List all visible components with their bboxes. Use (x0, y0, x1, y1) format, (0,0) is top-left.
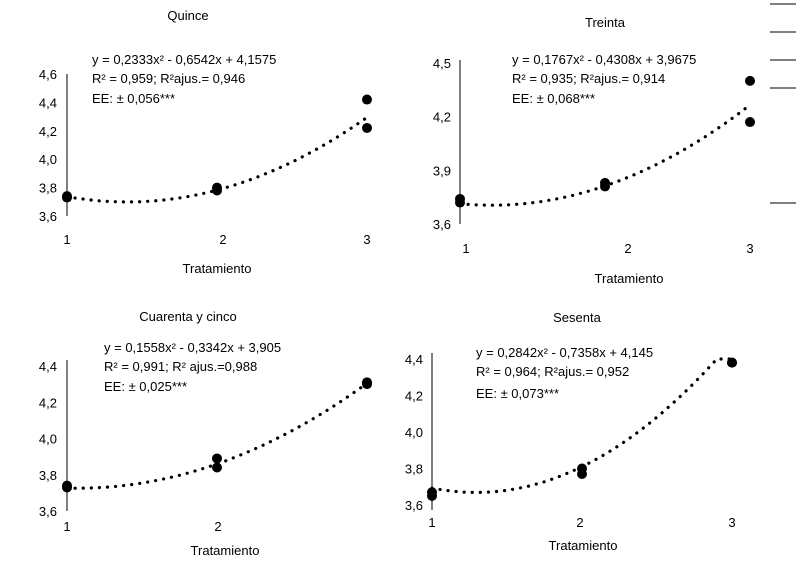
data-point (455, 197, 465, 208)
chart-sesenta: Sesenta y = 0,2842x² - 0,7358x + 4,145 R… (405, 310, 737, 553)
data-point (212, 453, 222, 464)
equation-label: y = 0,1767x² - 0,4308x + 3,9675 (512, 52, 696, 67)
chart-title: Quince (167, 8, 208, 23)
standard-error-label: EE: ± 0,073*** (476, 386, 559, 401)
data-point (427, 490, 437, 501)
standard-error-label: EE: ± 0,056*** (92, 91, 175, 106)
data-point (745, 75, 755, 86)
x-axis-label: Tratamiento (595, 271, 664, 286)
data-point (362, 94, 372, 105)
data-point (62, 482, 72, 493)
y-tick-label: 3,6 (433, 217, 451, 232)
x-tick-label: 3 (363, 232, 370, 247)
chart-title: Treinta (585, 15, 626, 30)
chart-treinta: Treinta y = 0,1767x² - 0,4308x + 3,9675 … (433, 15, 755, 286)
equation-label: y = 0,2333x² - 0,6542x + 4,1575 (92, 52, 276, 67)
data-point (212, 462, 222, 473)
chart-cuarenta-y-cinco: Cuarenta y cinco y = 0,1558x² - 0,3342x … (39, 309, 372, 558)
x-tick-label: 1 (63, 519, 70, 534)
y-tick-label: 3,8 (405, 462, 423, 477)
r-squared-label: R² = 0,959; R²ajus.= 0,946 (92, 71, 245, 86)
x-tick-label: 3 (728, 515, 735, 530)
data-point (600, 181, 610, 192)
y-tick-label: 4,0 (39, 152, 57, 167)
y-tick-label: 3,9 (433, 163, 451, 178)
r-squared-label: R² = 0,991; R² ajus.=0,988 (104, 359, 257, 374)
chart-quince: Quince y = 0,2333x² - 0,6542x + 4,1575 R… (39, 8, 372, 276)
x-tick-label: 2 (214, 519, 221, 534)
y-tick-label: 4,6 (39, 67, 57, 82)
y-tick-label: 4,0 (405, 425, 423, 440)
chart-title: Cuarenta y cinco (139, 309, 237, 324)
y-tick-label: 4,4 (405, 352, 423, 367)
x-axis-label: Tratamiento (191, 543, 260, 558)
data-point (577, 468, 587, 479)
data-point (727, 357, 737, 368)
equation-label: y = 0,2842x² - 0,7358x + 4,145 (476, 345, 653, 360)
x-axis-label: Tratamiento (183, 261, 252, 276)
standard-error-label: EE: ± 0,068*** (512, 91, 595, 106)
y-tick-label: 4,4 (39, 359, 57, 374)
y-tick-label: 4,2 (433, 110, 451, 125)
y-tick-label: 4,4 (39, 95, 57, 110)
standard-error-label: EE: ± 0,025*** (104, 379, 187, 394)
y-tick-label: 3,8 (39, 181, 57, 196)
data-point (362, 122, 372, 133)
y-tick-label: 4,2 (39, 124, 57, 139)
data-point (745, 117, 755, 128)
x-tick-label: 1 (462, 241, 469, 256)
trend-line (65, 115, 369, 204)
r-squared-label: R² = 0,964; R²ajus.= 0,952 (476, 364, 629, 379)
y-tick-label: 4,0 (39, 432, 57, 447)
equation-label: y = 0,1558x² - 0,3342x + 3,905 (104, 340, 281, 355)
data-point (62, 192, 72, 203)
y-tick-label: 3,6 (39, 209, 57, 224)
y-tick-label: 3,6 (405, 498, 423, 513)
x-tick-label: 1 (428, 515, 435, 530)
x-tick-label: 1 (63, 232, 70, 247)
y-tick-label: 4,2 (39, 395, 57, 410)
x-tick-label: 2 (219, 232, 226, 247)
y-tick-label: 3,8 (39, 468, 57, 483)
x-tick-label: 2 (624, 241, 631, 256)
x-axis-label: Tratamiento (549, 538, 618, 553)
r-squared-label: R² = 0,935; R²ajus.= 0,914 (512, 71, 665, 86)
x-tick-label: 3 (746, 241, 753, 256)
y-tick-label: 4,2 (405, 389, 423, 404)
x-tick-label: 2 (576, 515, 583, 530)
chart-title: Sesenta (553, 310, 601, 325)
data-point (212, 185, 222, 196)
data-point (362, 379, 372, 390)
y-tick-label: 3,6 (39, 504, 57, 519)
y-tick-label: 4,5 (433, 56, 451, 71)
